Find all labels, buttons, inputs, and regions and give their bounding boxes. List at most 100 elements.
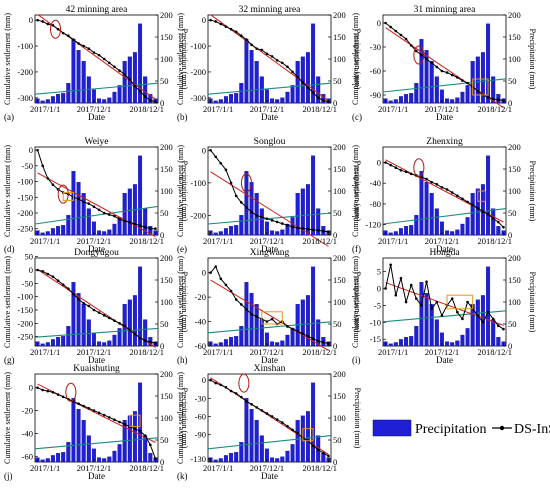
y2-tick-label: 200 — [160, 10, 173, 20]
precip-trend-line — [34, 82, 159, 95]
settlement-point — [92, 308, 96, 312]
settlement-point — [214, 155, 217, 159]
settlement-point — [286, 65, 289, 69]
panel-letter: (b) — [177, 112, 188, 122]
settlement-point — [286, 424, 289, 428]
precip-bar — [275, 99, 280, 104]
settlement-point — [56, 279, 60, 282]
x-tick-label: 2017/12/1 — [425, 236, 459, 246]
settlement-point — [61, 395, 65, 399]
settlement-point — [466, 300, 469, 304]
settlement-point — [82, 200, 85, 204]
precip-bar — [97, 230, 102, 236]
y2-tick-label: 50 — [333, 208, 342, 218]
x-tick-label: 2018/12/1 — [303, 347, 337, 357]
precip-bar — [450, 231, 455, 236]
settlement-point — [219, 161, 223, 165]
x-tick-label: 2018/12/1 — [478, 347, 512, 357]
settlement-point — [481, 210, 485, 214]
precip-bar — [81, 61, 86, 104]
precip-bar — [249, 293, 254, 347]
precip-bar — [107, 97, 112, 104]
x-tick-label: 2017/12/1 — [77, 463, 111, 473]
precip-bar — [311, 266, 316, 347]
precip-bar — [491, 208, 496, 236]
y-tick-label: -300 — [190, 93, 206, 103]
precip-bar — [86, 435, 91, 463]
panel-title: Xingwang — [250, 248, 290, 258]
y2-tick-label: 50 — [508, 76, 517, 86]
settlement-point — [311, 444, 315, 447]
precip-bar — [45, 342, 50, 347]
settlement-point — [87, 304, 91, 308]
y2-axis-label: Precipitation (mm) — [353, 272, 362, 333]
settlement-point — [466, 81, 469, 85]
precip-bar — [434, 76, 439, 104]
precip-bar — [393, 99, 398, 104]
y-axis-label: Cumulative settlement (mm) — [3, 372, 12, 464]
settlement-point — [245, 400, 248, 403]
legend: Precipitation DS-InSAR — [372, 419, 550, 437]
panel-frame — [34, 146, 159, 236]
settlement-point — [394, 29, 398, 33]
settlement-point — [502, 327, 505, 331]
settlement-point — [143, 434, 147, 438]
x-tick-label: 2017/12/1 — [250, 347, 284, 357]
settlement-point — [435, 182, 439, 186]
settlement-point — [87, 47, 91, 50]
y2-tick-label: 150 — [160, 391, 173, 401]
y2-tick-label: 150 — [333, 164, 346, 174]
y2-tick-label: 50 — [160, 208, 169, 218]
y2-axis-label: Precipitation (mm) — [180, 272, 189, 333]
settlement-point — [316, 448, 320, 452]
x-tick-label: 2017/1/1 — [30, 236, 60, 246]
y-tick-label: -250 — [17, 224, 33, 234]
panel-frame — [382, 257, 507, 347]
y2-tick-label: 200 — [508, 142, 521, 152]
precip-bar — [56, 94, 61, 104]
settlement-point — [219, 383, 223, 387]
settlement-point — [240, 201, 243, 204]
precip-bar — [229, 453, 234, 463]
x-tick-label: 2017/12/1 — [250, 463, 284, 473]
settlement-point — [486, 212, 490, 216]
panel-a: 0 -100 -200 -300 0 50 100 150 200 2017/1/1 2017/12… — [3, 5, 189, 122]
precip-bar — [434, 319, 439, 347]
x-tick-label: 2018/12/1 — [130, 347, 164, 357]
precip-bar — [218, 458, 223, 463]
settlement-point — [143, 225, 147, 229]
panel-frame — [382, 14, 507, 104]
settlement-point — [214, 265, 217, 268]
settlement-point — [143, 339, 147, 342]
settlement-point — [133, 427, 137, 431]
settlement-point — [97, 53, 101, 57]
settlement-line — [385, 264, 504, 330]
precip-bar — [275, 231, 280, 236]
precip-bar — [445, 98, 450, 104]
panel-letter: (e) — [177, 244, 187, 254]
panel-title: 32 minning area — [239, 5, 302, 15]
precip-bar — [97, 457, 102, 463]
x-tick-label: 2017/1/1 — [378, 236, 408, 246]
panel-b: 0 -100 -200 -300 0 50 100 150 200 2017/1/1 2017/12… — [176, 5, 362, 122]
settlement-point — [61, 283, 65, 286]
settlement-fit-line — [210, 171, 329, 247]
x-axis-label: Date — [261, 355, 278, 365]
precip-bar — [102, 99, 107, 104]
precip-bar — [71, 171, 76, 236]
settlement-point — [291, 225, 294, 229]
precip-bar — [280, 456, 285, 463]
settlement-point — [87, 406, 91, 410]
precip-bar — [76, 409, 81, 463]
settlement-point — [229, 289, 233, 293]
precip-bar — [213, 459, 218, 463]
settlement-point — [399, 277, 403, 280]
settlement-point — [250, 312, 253, 316]
x-axis-label: Date — [436, 244, 453, 254]
settlement-point — [430, 61, 433, 65]
panel-letter: (i) — [352, 355, 361, 365]
legend-precip-swatch — [372, 419, 412, 437]
x-tick-label: 2017/1/1 — [203, 463, 233, 473]
precip-bar — [132, 411, 137, 463]
